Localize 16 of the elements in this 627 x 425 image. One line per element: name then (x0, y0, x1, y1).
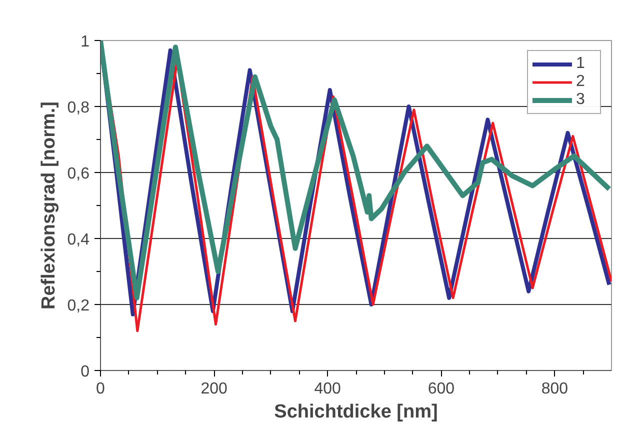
x-axis-title: Schichtdicke [nm] (274, 402, 438, 422)
y-tick-label: 0,6 (67, 166, 90, 182)
x-tick-label: 600 (428, 380, 455, 398)
legend-label: 1 (576, 55, 586, 73)
y-axis-title: Reflexionsgrad [norm.] (38, 102, 60, 310)
y-tick-label: 1 (80, 34, 90, 50)
legend-label: 2 (576, 73, 586, 91)
x-tick-label: 0 (96, 380, 106, 398)
y-tick-label: 0 (80, 364, 90, 380)
y-tick-label: 0,8 (67, 100, 90, 116)
x-tick-label: 200 (200, 380, 228, 398)
x-tick-label: 400 (314, 380, 342, 398)
x-tick-label: 800 (541, 380, 568, 398)
legend-label: 3 (576, 91, 586, 109)
y-tick-label: 0,2 (67, 298, 90, 314)
y-tick-label: 0,4 (67, 232, 90, 248)
